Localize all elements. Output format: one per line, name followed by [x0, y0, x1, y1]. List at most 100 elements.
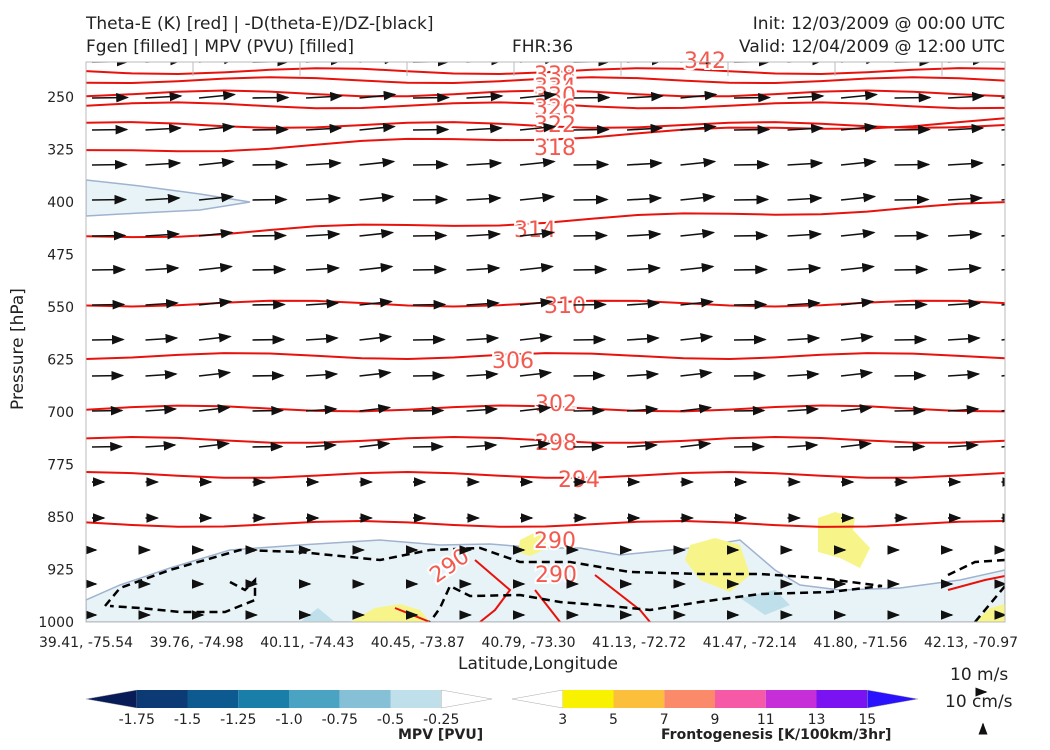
wind-vector — [252, 441, 284, 452]
wind-vector — [733, 124, 771, 135]
wind-vector — [787, 229, 823, 240]
wind-vector — [466, 298, 500, 309]
theta-e-contour-314 — [86, 201, 1005, 239]
wind-ref-vertical: 10 cm/s — [945, 692, 1013, 712]
y-tick-label: 625 — [47, 353, 74, 369]
wind-vector — [198, 228, 234, 239]
wind-vector — [947, 333, 981, 344]
svg-text:290: 290 — [534, 529, 576, 554]
wind-vector — [305, 404, 338, 415]
wind-vector — [305, 123, 343, 134]
wind-vector — [947, 263, 982, 274]
wind-vector — [680, 297, 714, 308]
wind-vector — [947, 369, 981, 380]
wind-vector — [680, 332, 714, 343]
svg-text:318: 318 — [534, 136, 576, 161]
wind-vector — [840, 122, 878, 133]
wind-vector — [573, 370, 606, 381]
wind-vector — [466, 158, 503, 169]
chart-title-line2: Fgen [filled] | MPV (PVU) [filled] — [86, 37, 355, 57]
wind-vector — [947, 298, 982, 309]
wind-vector — [199, 62, 237, 65]
colorbar-tick-label: 13 — [807, 712, 826, 728]
wind-vector — [840, 332, 874, 343]
wind-vector — [466, 440, 498, 451]
wind-vector — [573, 92, 611, 103]
wind-vector — [626, 193, 663, 204]
wind-vector — [787, 193, 823, 204]
wind-vector — [573, 264, 608, 275]
theta-e-contour-326 — [86, 101, 1005, 110]
wind-vector — [305, 369, 339, 380]
wind-vector — [145, 440, 177, 451]
wind-vector — [894, 159, 931, 170]
wind-vector — [359, 440, 391, 450]
y-tick-label: 550 — [47, 300, 74, 316]
wind-vector — [1001, 128, 1005, 131]
wind-vector — [626, 123, 664, 134]
wind-vector — [466, 91, 504, 102]
wind-vector — [573, 299, 607, 310]
dtheta-dz-contour-3 — [947, 558, 1005, 622]
wind-vector — [626, 158, 663, 169]
wind-vector — [198, 262, 233, 273]
colorbar-tick-label: 5 — [609, 712, 618, 728]
wind-vector — [519, 192, 556, 203]
wind-vector — [145, 298, 179, 309]
wind-vector — [412, 194, 449, 205]
wind-vector — [573, 124, 610, 135]
wind-vector — [252, 370, 285, 381]
wind-vector — [466, 404, 499, 415]
wind-vector — [733, 334, 767, 345]
wind-vector — [252, 124, 289, 135]
wind-vector — [573, 405, 606, 416]
wind-vector — [680, 440, 712, 450]
wind-vector — [412, 92, 450, 103]
wind-vector — [91, 405, 124, 416]
wind-vector — [412, 334, 446, 345]
wind-vector — [787, 123, 824, 134]
wind-vector — [680, 369, 713, 379]
colorbar-tick-label: -1.5 — [173, 712, 202, 728]
wind-vector — [519, 90, 557, 101]
wind-vector — [787, 369, 820, 380]
colorbar-tick-label: 9 — [710, 712, 720, 728]
wind-vector — [894, 405, 927, 416]
wind-vector — [412, 159, 449, 170]
wind-vector — [359, 192, 395, 203]
y-tick-label: 1000 — [38, 615, 74, 631]
wind-vector — [466, 193, 502, 204]
y-tick-label: 250 — [47, 90, 74, 106]
wind-vector — [519, 157, 556, 168]
init-time: Init: 12/03/2009 @ 00:00 UTC — [752, 14, 1005, 34]
wind-vector — [359, 62, 398, 65]
colorbar-tick-label: 3 — [558, 712, 568, 728]
wind-vector — [91, 230, 127, 241]
wind-vector — [91, 334, 125, 345]
wind-vector — [412, 370, 446, 381]
colorbar-tick-label: 7 — [659, 712, 669, 728]
wind-vector — [91, 370, 125, 381]
wind-vector — [198, 157, 235, 168]
wind-vector — [91, 264, 126, 275]
plot-frame — [85, 61, 1006, 623]
wind-vector — [626, 229, 662, 240]
wind-vector — [198, 404, 231, 414]
wind-vector — [947, 404, 980, 415]
wind-vector — [947, 158, 984, 169]
wind-vector — [1001, 234, 1005, 237]
colorbar-tick-label: -0.75 — [321, 712, 358, 728]
wind-vector — [733, 194, 770, 205]
colorbar-tick-label: -1.25 — [220, 712, 257, 728]
wind-vector — [412, 230, 448, 241]
wind-vector — [91, 299, 126, 310]
wind-vector — [359, 228, 395, 239]
wind-vector — [626, 369, 660, 380]
wind-vector — [573, 230, 609, 241]
wind-vector — [733, 159, 770, 170]
wind-vector — [733, 230, 769, 241]
x-tick-label: 40.79, -73.30 — [481, 635, 575, 651]
x-tick-label: 40.45, -73.87 — [371, 635, 465, 651]
theta-e-contour-330 — [86, 89, 1005, 98]
wind-vector — [787, 91, 825, 102]
